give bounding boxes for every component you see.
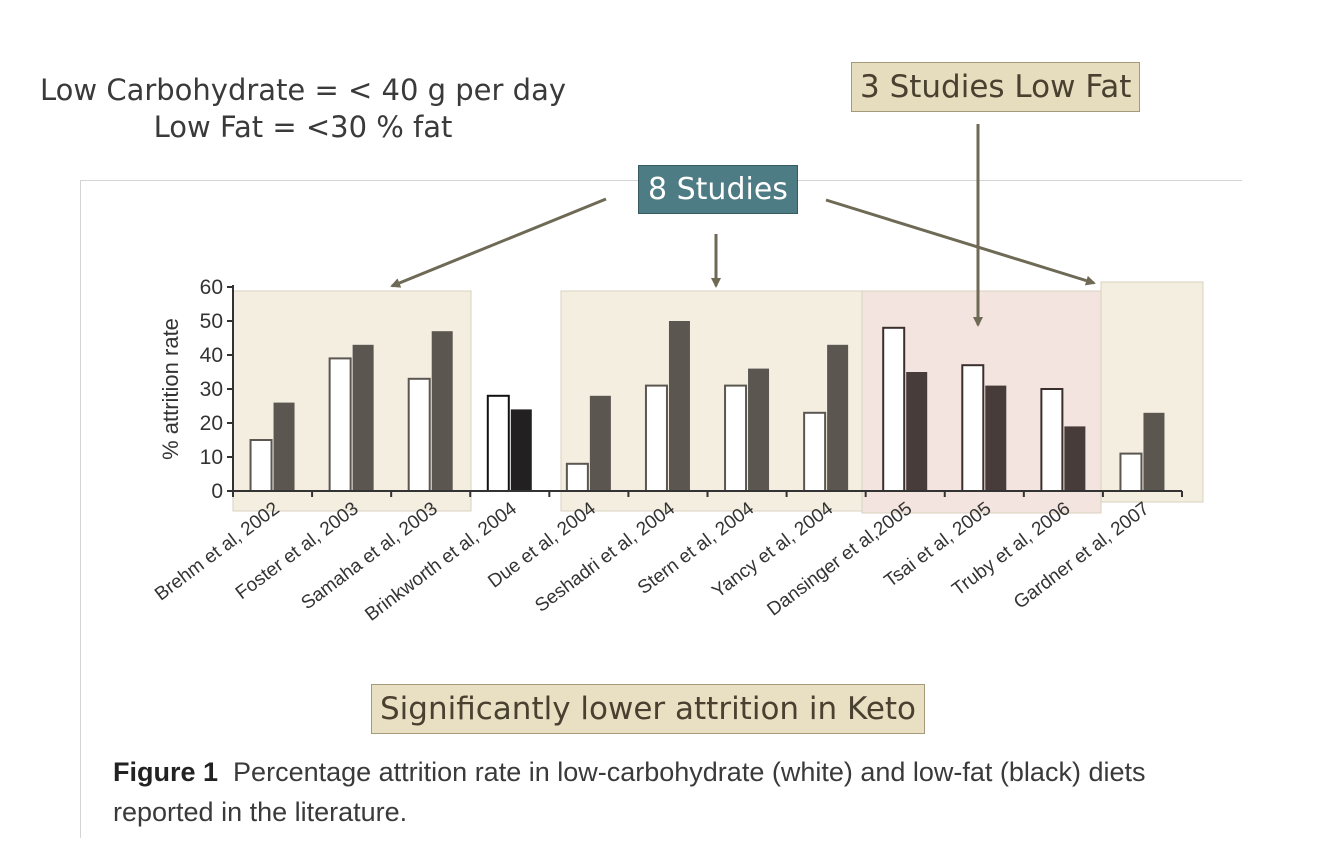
bar-low-carb [644,384,668,493]
y-tick-label: 40 [200,344,223,367]
bar-low-fat [668,321,690,491]
bar-low-carb [1040,388,1064,492]
x-tick-label: Dansinger et al,2005 [764,498,917,620]
arrow-to-group-3 [825,198,1096,286]
caption-text: Percentage attrition rate in low-carbohy… [113,757,1146,827]
definition-low-fat: Low Fat = <30 % fat [153,110,453,144]
bar-low-fat [352,344,374,491]
y-axis-label: % attrition rate [158,318,183,460]
bar-low-carb [328,357,352,492]
arrow-to-group-1 [390,197,607,288]
bar-low-fat [273,402,295,491]
highlight-group-1 [232,290,472,512]
bar-low-carb [249,439,273,492]
bar-low-carb [724,384,748,493]
bar-low-fat [827,344,849,491]
bar-low-fat [985,385,1007,491]
bar-low-carb [407,377,431,492]
bar-low-fat [589,395,611,491]
bar-low-fat [1143,412,1165,491]
bar-low-carb [486,394,510,492]
x-tick-label: Samaha et al, 2003 [297,498,441,614]
caption-label: Figure 1 [113,757,219,787]
y-tick-label: 60 [200,276,223,299]
keto-conclusion-callout: Significantly lower attrition in Keto [371,684,926,734]
bar-low-carb [565,462,589,492]
figure-caption: Figure 1 Percentage attrition rate in lo… [113,752,1213,832]
y-tick-label: 50 [200,310,223,333]
x-tick-label: Gardner et al, 2007 [1010,498,1153,613]
x-tick-label: Seshadri et al, 2004 [531,498,679,617]
eight-studies-callout: 8 Studies [638,165,798,214]
bar-low-carb [803,411,827,492]
diet-definitions: Low Carbohydrate = < 40 g per day Low Fa… [40,72,566,146]
x-tick-label: Brinkworth et al, 2004 [361,498,521,626]
y-tick-label: 10 [200,446,223,469]
definition-low-carb: Low Carbohydrate = < 40 g per day [40,73,567,107]
y-tick-label: 30 [200,378,223,401]
bar-low-fat [510,409,532,491]
y-tick-label: 20 [200,412,223,435]
bar-low-fat [431,331,453,491]
bar-low-carb [882,326,906,492]
bar-low-carb [1119,452,1143,493]
bar-low-carb [961,364,985,493]
bar-low-fat [906,372,928,491]
bar-low-fat [748,368,770,491]
bar-low-fat [1064,426,1086,491]
low-fat-studies-callout: 3 Studies Low Fat [851,62,1141,112]
y-tick-label: 0 [211,480,223,503]
